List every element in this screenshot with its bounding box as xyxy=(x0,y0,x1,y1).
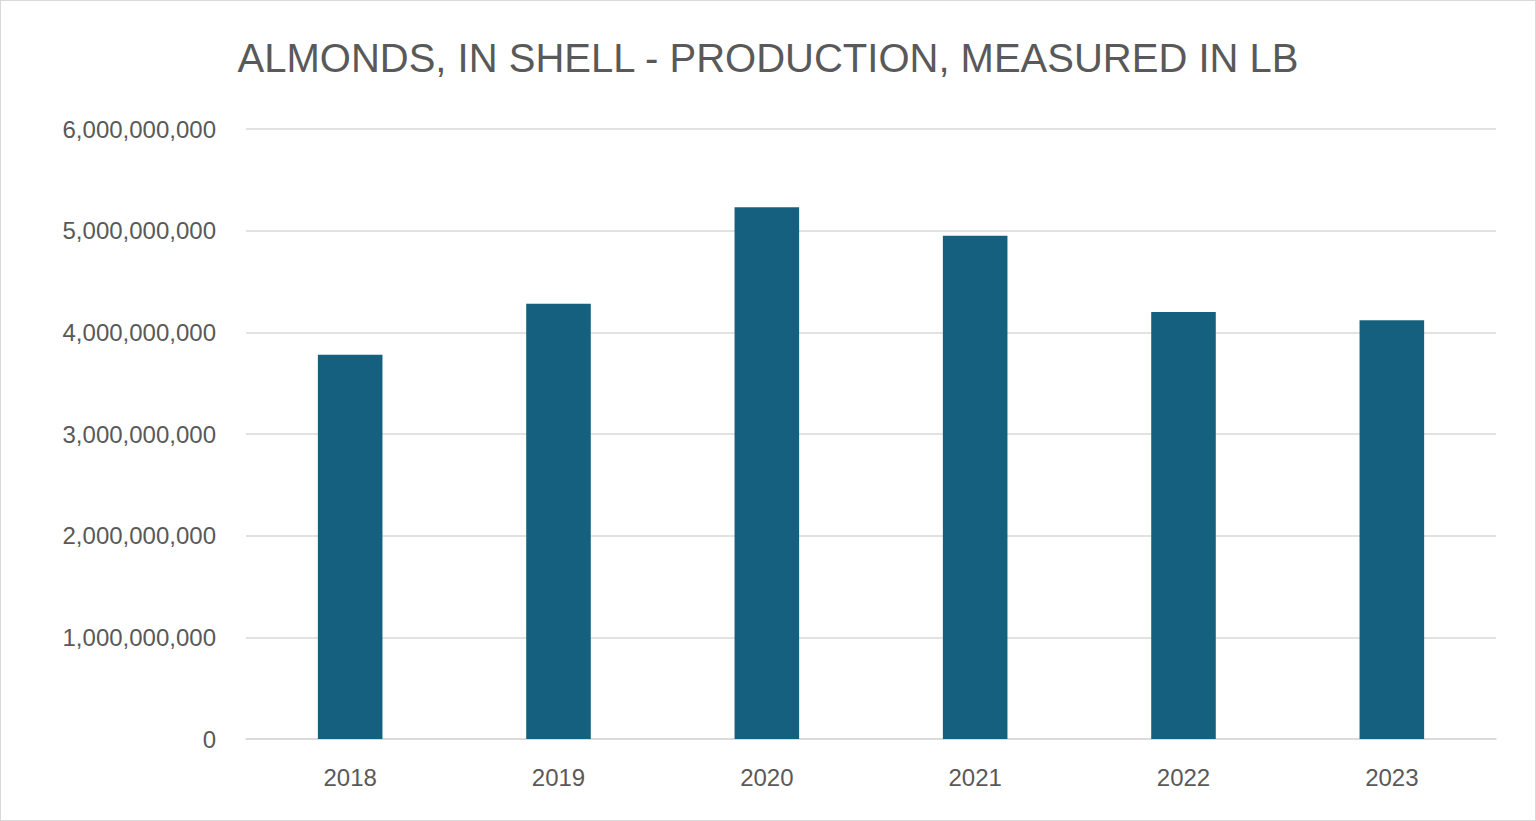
svg-text:1,000,000,000: 1,000,000,000 xyxy=(63,624,216,651)
svg-text:2020: 2020 xyxy=(740,764,793,791)
svg-text:0: 0 xyxy=(203,726,216,753)
svg-text:2018: 2018 xyxy=(323,764,376,791)
svg-text:2022: 2022 xyxy=(1157,764,1210,791)
svg-text:3,000,000,000: 3,000,000,000 xyxy=(63,421,216,448)
svg-text:2019: 2019 xyxy=(532,764,585,791)
svg-text:ALMONDS, IN SHELL - PRODUCTION: ALMONDS, IN SHELL - PRODUCTION, MEASURED… xyxy=(238,36,1299,80)
svg-text:5,000,000,000: 5,000,000,000 xyxy=(63,217,216,244)
svg-text:2021: 2021 xyxy=(948,764,1001,791)
svg-text:2,000,000,000: 2,000,000,000 xyxy=(63,522,216,549)
svg-text:4,000,000,000: 4,000,000,000 xyxy=(63,319,216,346)
svg-text:6,000,000,000: 6,000,000,000 xyxy=(63,116,216,143)
svg-text:2023: 2023 xyxy=(1365,764,1418,791)
